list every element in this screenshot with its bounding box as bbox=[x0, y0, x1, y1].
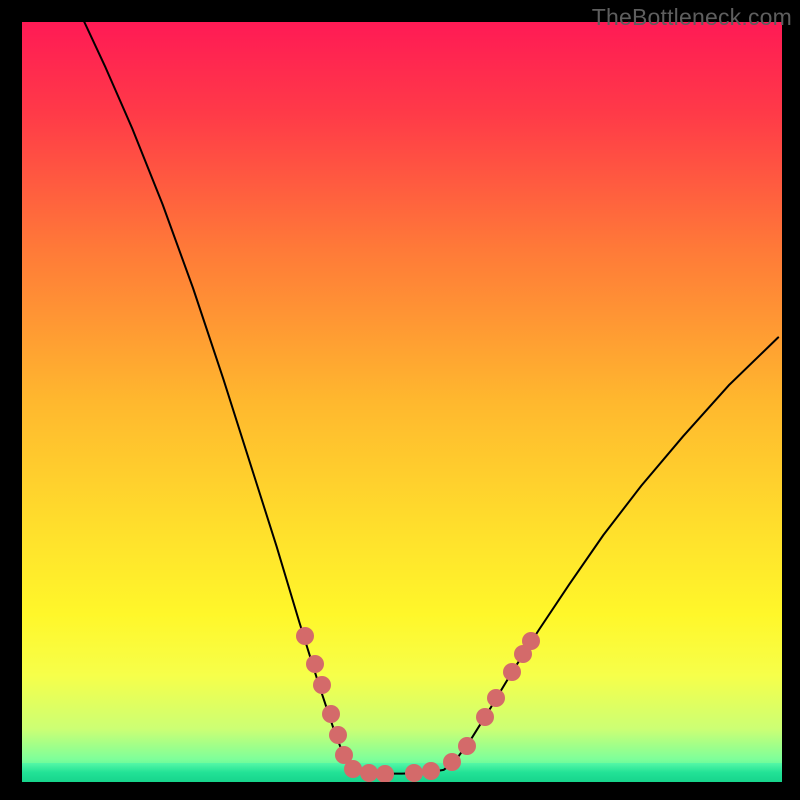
data-point bbox=[296, 627, 314, 645]
data-point bbox=[313, 676, 331, 694]
data-point bbox=[422, 762, 440, 780]
data-point bbox=[322, 705, 340, 723]
data-point bbox=[522, 632, 540, 650]
plot-area bbox=[22, 22, 782, 782]
data-point bbox=[458, 737, 476, 755]
data-point bbox=[344, 760, 362, 778]
data-point bbox=[306, 655, 324, 673]
data-point bbox=[443, 753, 461, 771]
data-point bbox=[487, 689, 505, 707]
data-point bbox=[405, 764, 423, 782]
data-point bbox=[503, 663, 521, 681]
data-point bbox=[376, 765, 394, 782]
data-point bbox=[329, 726, 347, 744]
attribution-label: TheBottleneck.com bbox=[592, 4, 792, 31]
data-point bbox=[476, 708, 494, 726]
data-point bbox=[360, 764, 378, 782]
v-curve bbox=[22, 22, 782, 782]
